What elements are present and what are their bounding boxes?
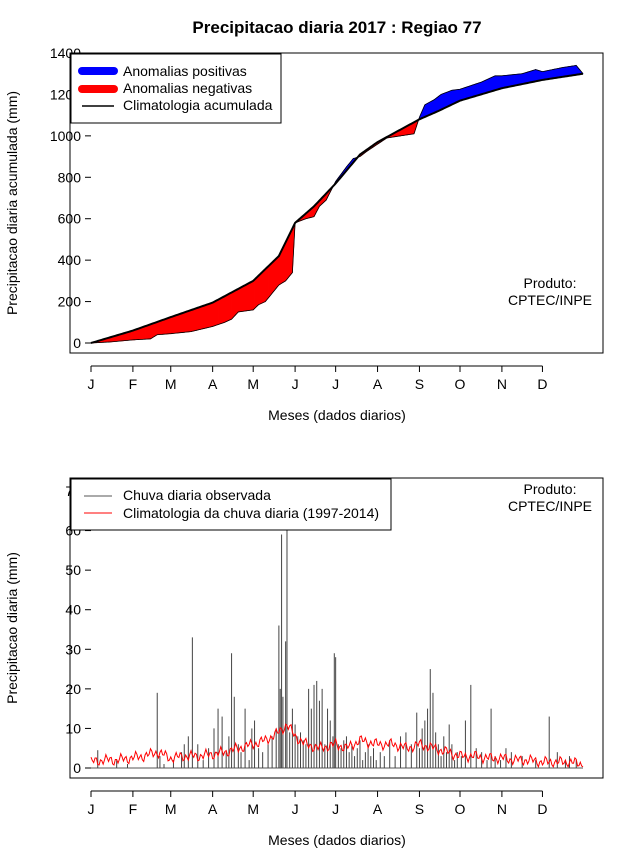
- bottom-y-tick-label: 10: [65, 720, 81, 736]
- top-y-tick-label: 0: [73, 335, 81, 351]
- cumulative-chart: Precipitacao diaria 2017 : Regiao 77 0 20…: [4, 18, 604, 423]
- bottom-x-tick-label: J: [332, 801, 339, 817]
- top-x-tick-label: J: [292, 376, 299, 392]
- plot-frame-bottom: [69, 477, 604, 779]
- top-y-tick-label: 400: [58, 252, 82, 268]
- bottom-x-tick-label: F: [129, 801, 138, 817]
- top-x-tick-label: D: [537, 376, 547, 392]
- top-x-tick-label: J: [88, 376, 95, 392]
- top-x-tick-label: A: [208, 376, 218, 392]
- legend-label-positive: Anomalias positivas: [123, 63, 247, 79]
- legend-label-climatology: Climatologia acumulada: [123, 97, 273, 113]
- top-y-tick-label: 600: [58, 211, 82, 227]
- bottom-x-tick-label: M: [247, 801, 259, 817]
- top-x-tick-label: F: [129, 376, 138, 392]
- bottom-y-tick-label: 30: [65, 641, 81, 657]
- plot-frame-top: [69, 52, 604, 354]
- y-axis-label-top: Precipitacao diaria acumulada (mm): [4, 91, 20, 315]
- bottom-x-tick-label: A: [373, 801, 383, 817]
- product-label-bottom: Produto:: [524, 481, 577, 497]
- legend-label-daily-climatology: Climatologia da chuva diaria (1997-2014): [123, 505, 379, 521]
- product-source-bottom: CPTEC/INPE: [508, 498, 592, 514]
- climatology-line: [90, 72, 584, 344]
- x-axis-label-top: Meses (dados diarios): [268, 407, 406, 423]
- top-x-tick-label: O: [455, 376, 466, 392]
- bottom-x-tick-label: D: [537, 801, 547, 817]
- bottom-x-tick-label: J: [88, 801, 95, 817]
- legend-bottom: Chuva diaria observada Climatologia da c…: [70, 478, 392, 531]
- top-x-tick-label: M: [165, 376, 177, 392]
- top-x-tick-label: M: [247, 376, 259, 392]
- top-x-tick-label: J: [332, 376, 339, 392]
- bottom-y-tick-label: 50: [65, 562, 81, 578]
- legend-box-bottom: [70, 478, 392, 531]
- product-label-top: Produto:: [524, 275, 577, 291]
- bottom-x-tick-label: M: [165, 801, 177, 817]
- bottom-y-tick-label: 20: [65, 681, 81, 697]
- bottom-x-tick-label: S: [415, 801, 424, 817]
- observed-cumulative-line: [90, 64, 584, 344]
- bottom-x-tick-label: N: [497, 801, 507, 817]
- top-y-tick-label: 1000: [50, 128, 81, 144]
- x-axis-label-bottom: Meses (dados diarios): [268, 832, 406, 848]
- top-y-tick-label: 200: [58, 294, 82, 310]
- legend-top: Anomalias positivas Anomalias negativas …: [70, 53, 282, 124]
- top-x-tick-label: N: [497, 376, 507, 392]
- top-x-tick-label: S: [415, 376, 424, 392]
- product-source-top: CPTEC/INPE: [508, 292, 592, 308]
- bottom-x-tick-label: J: [292, 801, 299, 817]
- y-axis-label-bottom: Precipitacao diaria (mm): [4, 552, 20, 704]
- legend-label-observed: Chuva diaria observada: [123, 487, 271, 503]
- bottom-y-tick-label: 0: [73, 760, 81, 776]
- bottom-y-tick-label: 40: [65, 602, 81, 618]
- chart-title: Precipitacao diaria 2017 : Regiao 77: [192, 18, 481, 37]
- top-x-tick-label: A: [373, 376, 383, 392]
- bottom-x-tick-label: O: [455, 801, 466, 817]
- observed-bars: [91, 526, 583, 769]
- climatology-daily-line: [90, 723, 584, 769]
- top-y-tick-label: 800: [58, 169, 82, 185]
- y-axis-bottom: 010203040506070: [65, 483, 91, 776]
- legend-label-negative: Anomalias negativas: [123, 80, 252, 96]
- bottom-x-tick-label: A: [208, 801, 218, 817]
